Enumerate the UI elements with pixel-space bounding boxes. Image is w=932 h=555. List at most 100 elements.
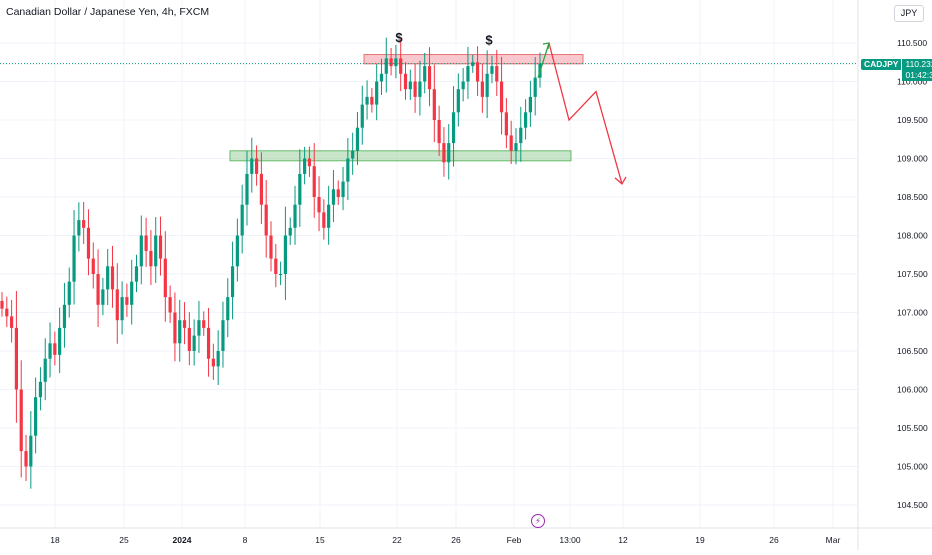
candle (519, 106, 523, 162)
candle-body (475, 62, 480, 82)
candle-body (144, 235, 148, 251)
candle-body (394, 58, 398, 67)
candle-body (58, 327, 62, 355)
candle (384, 37, 388, 93)
candle (432, 64, 436, 143)
candle-body (307, 158, 312, 167)
candle (495, 49, 499, 97)
x-tick-label: 25 (119, 535, 129, 545)
candle-body (519, 127, 523, 144)
candle-body (254, 158, 259, 174)
x-tick-label: 26 (451, 535, 461, 545)
candle (317, 176, 321, 232)
candle (91, 242, 95, 289)
candle-body (154, 235, 158, 267)
candle-body (38, 381, 43, 398)
candle (437, 105, 441, 156)
candle (110, 245, 115, 308)
candle-body (456, 89, 460, 113)
candle-body (341, 181, 345, 197)
candle (341, 166, 345, 211)
candle (187, 312, 191, 366)
candle-body (447, 143, 451, 163)
candle-body (384, 58, 388, 74)
candle-body (158, 235, 163, 259)
candle-body (451, 112, 456, 144)
projection-down-arrowhead (614, 176, 627, 185)
candle-body (312, 166, 316, 197)
projection-up-leg (537, 42, 550, 78)
candle-body (331, 189, 336, 205)
candle (173, 292, 177, 362)
y-tick-label: 104.500 (897, 500, 928, 510)
candle (86, 209, 91, 276)
candle-body (125, 297, 129, 305)
currency-badge[interactable]: JPY (894, 5, 924, 22)
candle (197, 300, 201, 353)
candle-body (206, 327, 211, 359)
candle (34, 377, 38, 454)
chart-title: Canadian Dollar / Japanese Yen, 4h, FXCM (6, 6, 210, 18)
candle (370, 88, 374, 113)
candle-body (365, 96, 369, 105)
candle (163, 231, 167, 322)
candle-body (29, 435, 33, 467)
lightning-icon[interactable]: ⚡ (531, 514, 545, 528)
candle-body (192, 335, 196, 351)
candle-body (202, 320, 206, 328)
y-tick-label: 110.500 (897, 38, 927, 48)
support-zone (229, 150, 572, 162)
candle-body (413, 81, 417, 97)
candle (399, 39, 403, 92)
candle (216, 330, 220, 386)
candle-body (110, 266, 115, 290)
candle (375, 64, 379, 121)
price-tag-price: 110.232 (905, 59, 932, 69)
candle (456, 73, 460, 127)
candle-body (322, 212, 326, 228)
candle-body (403, 73, 408, 90)
candle (5, 296, 9, 328)
candle-body (485, 73, 489, 97)
candle-body (514, 143, 518, 151)
candle-body (216, 351, 220, 367)
candle-body (466, 66, 470, 82)
candle (115, 263, 119, 344)
y-tick-label: 107.500 (897, 269, 928, 279)
x-tick-label: 19 (695, 535, 705, 545)
candle-body (499, 81, 504, 113)
candle (269, 221, 273, 272)
candle-body (91, 258, 95, 274)
candle-body (442, 143, 446, 163)
x-tick-label: 18 (50, 535, 60, 545)
candle (447, 124, 451, 180)
candle (312, 143, 316, 218)
candle (351, 132, 355, 175)
candle (134, 254, 139, 293)
candle (394, 44, 398, 79)
candle-body (533, 77, 537, 97)
candle-body (336, 189, 340, 197)
candle (346, 138, 350, 200)
y-tick-label: 107.000 (897, 308, 928, 318)
candle (221, 301, 225, 368)
candle (499, 56, 504, 135)
y-tick-label: 106.000 (897, 385, 928, 395)
y-tick-label: 105.000 (897, 462, 928, 472)
candle-body (283, 235, 288, 274)
candle-body (351, 150, 355, 159)
candle (120, 281, 124, 335)
candle-body (197, 320, 201, 336)
candle (327, 185, 331, 245)
candle (379, 58, 384, 96)
candle-body (427, 66, 432, 90)
candle (67, 267, 71, 318)
candle-body (240, 204, 244, 236)
x-tick-label: 15 (315, 535, 325, 545)
candle-body (53, 343, 57, 355)
candle (389, 48, 393, 76)
candle (485, 50, 489, 119)
candle-body (370, 96, 374, 105)
